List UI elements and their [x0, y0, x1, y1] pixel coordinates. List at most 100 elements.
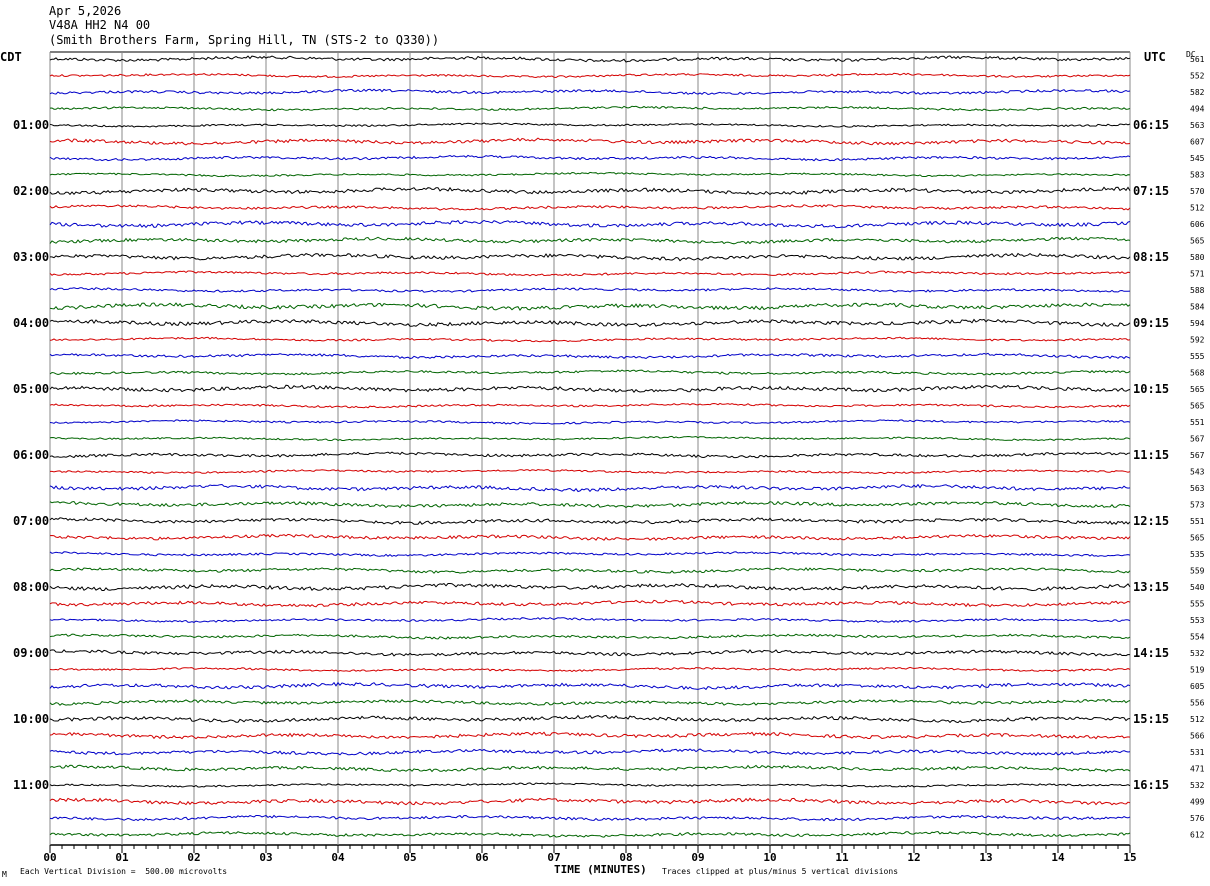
dc-offset-label: 531: [1190, 748, 1205, 757]
seismic-trace: [49, 154, 1131, 162]
right-hour-label: 10:15: [1133, 382, 1169, 396]
dc-offset-label: 571: [1190, 270, 1205, 279]
dc-offset-label: 543: [1190, 468, 1205, 477]
seismic-trace: [49, 698, 1131, 706]
seismic-trace: [49, 219, 1131, 229]
seismic-trace: [49, 649, 1131, 657]
seismic-trace: [49, 764, 1131, 773]
left-hour-label: 09:00: [13, 646, 49, 660]
dc-offset-label: 551: [1190, 418, 1205, 427]
dc-offset-label: 494: [1190, 105, 1205, 114]
right-hour-label: 07:15: [1133, 184, 1169, 198]
dc-offset-label: 552: [1190, 72, 1205, 81]
right-hour-label: 13:15: [1133, 580, 1169, 594]
seismic-trace: [49, 797, 1131, 806]
seismic-trace: [49, 666, 1131, 673]
left-hour-label: 05:00: [13, 382, 49, 396]
x-axis-title: TIME (MINUTES): [554, 863, 647, 876]
dc-offset-label: 559: [1190, 567, 1205, 576]
seismic-trace: [49, 551, 1131, 557]
vertical-scale-note: Each Vertical Division = 500.00 microvol…: [20, 867, 228, 876]
dc-offset-label: 612: [1190, 831, 1205, 840]
dc-offset-label: 567: [1190, 435, 1205, 444]
header-date: Apr 5,2026: [49, 4, 122, 18]
x-tick-label: 09: [691, 851, 704, 864]
left-hour-label: 01:00: [13, 118, 49, 132]
dc-offset-label: 519: [1190, 666, 1205, 675]
seismic-trace: [49, 633, 1131, 640]
dc-offset-label: 555: [1190, 600, 1205, 609]
header-location: (Smith Brothers Farm, Spring Hill, TN (S…: [49, 33, 440, 47]
dc-offset-label: 583: [1190, 171, 1205, 180]
seismic-trace: [49, 88, 1131, 96]
seismic-trace: [49, 105, 1131, 112]
x-tick-label: 06: [475, 851, 489, 864]
seismic-trace: [49, 419, 1131, 425]
seismic-trace: [49, 782, 1131, 788]
dc-offset-label: 540: [1190, 583, 1205, 592]
right-timezone-label: UTC: [1144, 50, 1166, 64]
seismic-trace: [49, 582, 1131, 592]
dc-offset-label: 580: [1190, 253, 1205, 262]
seismic-trace: [49, 186, 1131, 196]
right-hour-label: 15:15: [1133, 712, 1169, 726]
seismic-trace: [49, 567, 1131, 574]
dc-offset-label: 594: [1190, 319, 1205, 328]
seismic-trace: [49, 55, 1131, 63]
right-hour-label: 16:15: [1133, 778, 1169, 792]
x-tick-label: 12: [907, 851, 920, 864]
right-hour-label: 11:15: [1133, 448, 1169, 462]
x-tick-label: 00: [43, 851, 56, 864]
dc-offset-label: 588: [1190, 286, 1205, 295]
dc-offset-label: 512: [1190, 715, 1205, 724]
dc-offset-label: 565: [1190, 237, 1205, 246]
x-tick-label: 04: [331, 851, 345, 864]
x-tick-label: 05: [403, 851, 416, 864]
left-hour-label: 04:00: [13, 316, 49, 330]
dc-offset-label: 582: [1190, 88, 1205, 97]
seismic-trace: [49, 681, 1131, 691]
seismic-trace: [49, 714, 1131, 724]
seismic-trace: [49, 204, 1131, 211]
dc-offset-label: 556: [1190, 699, 1205, 708]
dc-offset-label: 573: [1190, 501, 1205, 510]
seismic-trace: [49, 72, 1131, 79]
right-hour-label: 06:15: [1133, 118, 1169, 132]
seismic-trace: [49, 402, 1131, 409]
seismic-trace: [49, 384, 1131, 394]
left-hour-label: 08:00: [13, 580, 49, 594]
right-hour-label: 14:15: [1133, 646, 1169, 660]
seismic-trace: [49, 533, 1131, 542]
seismic-trace: [49, 748, 1131, 756]
seismic-trace: [49, 336, 1131, 343]
x-tick-label: 14: [1051, 851, 1065, 864]
seismic-trace: [49, 830, 1131, 838]
x-tick-label: 01: [115, 851, 129, 864]
seismic-trace: [50, 252, 1131, 262]
right-hour-label: 08:15: [1133, 250, 1169, 264]
dc-offset-label: 607: [1190, 138, 1205, 147]
seismic-trace: [49, 814, 1131, 822]
x-tick-label: 11: [835, 851, 849, 864]
seismic-trace: [49, 302, 1131, 312]
dc-offset-label: 570: [1190, 187, 1205, 196]
seismic-trace: [49, 451, 1131, 459]
right-hour-label: 09:15: [1133, 316, 1169, 330]
x-tick-label: 03: [259, 851, 272, 864]
dc-offset-label: 565: [1190, 402, 1205, 411]
x-tick-label: 10: [763, 851, 776, 864]
dc-offset-label: 545: [1190, 154, 1205, 163]
x-tick-label: 02: [187, 851, 200, 864]
left-hour-label: 02:00: [13, 184, 49, 198]
dc-offset-label: 499: [1190, 798, 1205, 807]
dc-offset-label: 584: [1190, 303, 1205, 312]
seismic-trace: [49, 122, 1131, 128]
seismic-trace: [49, 483, 1131, 493]
right-hour-label: 12:15: [1133, 514, 1169, 528]
dc-offset-label: 532: [1190, 781, 1205, 790]
dc-offset-label: 532: [1190, 649, 1205, 658]
left-hour-label: 10:00: [13, 712, 49, 726]
seismic-trace: [50, 468, 1131, 475]
x-tick-label: 08: [619, 851, 632, 864]
clip-note: Traces clipped at plus/minus 5 vertical …: [662, 867, 899, 876]
